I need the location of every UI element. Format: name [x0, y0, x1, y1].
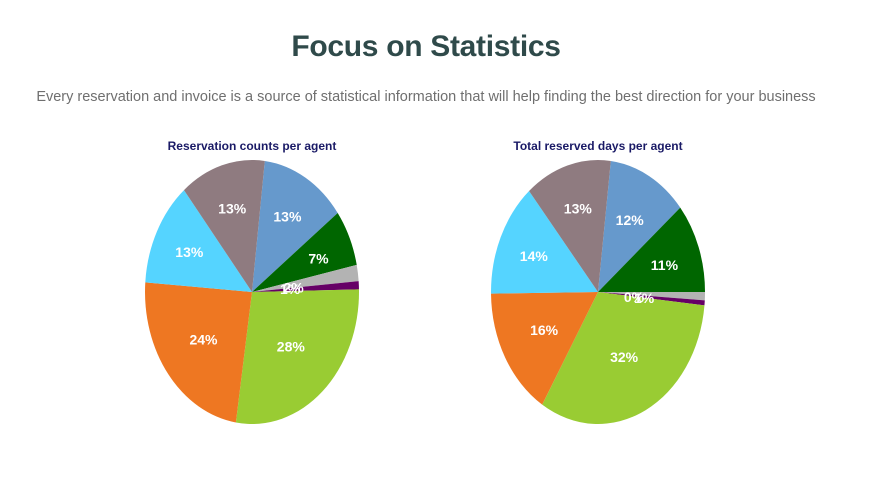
pie-slice — [184, 160, 265, 292]
slice-label: 13% — [175, 244, 204, 260]
chart-title: Total reserved days per agent — [513, 139, 682, 153]
pie-slice — [491, 191, 598, 294]
pie-slice — [598, 160, 681, 292]
slice-label: 13% — [564, 201, 593, 217]
pie-slice — [598, 292, 705, 301]
slice-label: 16% — [530, 322, 559, 338]
page-subtitle: Every reservation and invoice is a sourc… — [36, 89, 816, 105]
pie-slice — [235, 289, 360, 425]
pie-slice — [145, 190, 252, 292]
slice-label: 7% — [308, 250, 329, 266]
pie-slice — [542, 292, 705, 424]
slice-label: 13% — [273, 209, 302, 225]
slice-label: 24% — [189, 332, 218, 348]
pie-slice — [252, 281, 359, 292]
slice-label: 0% — [624, 289, 645, 305]
pie-slice — [598, 292, 705, 306]
pie-slice — [252, 212, 357, 292]
slice-label: 2% — [283, 280, 304, 296]
pie-slice — [252, 160, 338, 292]
chart-title: Reservation counts per agent — [168, 139, 337, 153]
slice-label: 1% — [280, 281, 301, 297]
slice-label: 12% — [616, 212, 645, 228]
slice-label: 32% — [610, 349, 639, 365]
pie-slice — [529, 160, 611, 292]
pie-slice — [252, 264, 359, 292]
pie-slice — [145, 282, 252, 423]
slice-label: 28% — [277, 339, 306, 355]
page-title: Focus on Statistics — [291, 30, 561, 63]
slice-label: 13% — [218, 200, 247, 216]
reserved-days-chart: Total reserved days per agent 12% 11% 1%0%… — [491, 139, 705, 424]
reservation-counts-chart: Reservation counts per agent 13% 7%2%1% 28… — [145, 139, 360, 425]
slice-label: 14% — [520, 248, 549, 264]
slice-label: 11% — [651, 257, 679, 273]
pie-slice — [598, 207, 705, 293]
pie-slice — [491, 292, 598, 405]
slice-label: 1% — [634, 290, 655, 306]
